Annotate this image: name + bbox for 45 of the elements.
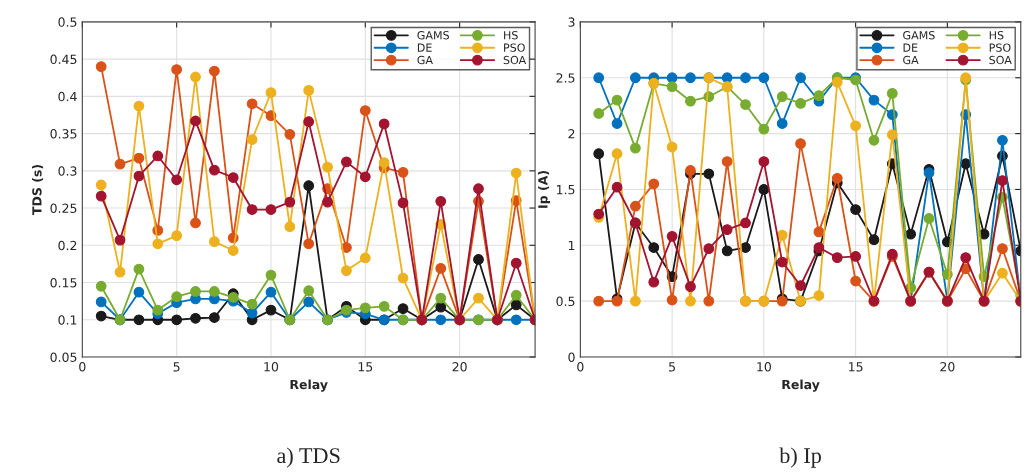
x-tick-label: 10	[264, 362, 279, 372]
legend-label: GA	[903, 55, 919, 65]
x-tick-label: 5	[173, 362, 180, 372]
y-tick-label: 1.5	[556, 185, 575, 195]
x-tick-label: 10	[757, 362, 771, 372]
x-tick-label: 15	[849, 362, 863, 372]
x-axis-title: Relay	[782, 379, 820, 392]
legend-label: PSO	[989, 43, 1011, 52]
y-tick-label: 0.45	[50, 54, 77, 65]
y-tick-label: 0.1	[58, 315, 77, 325]
y-axis-title: Ip (A)	[537, 171, 551, 208]
legend-label: SOA	[503, 55, 527, 65]
legend-label: HS	[989, 30, 1004, 40]
text: a) TDS	[277, 447, 340, 468]
y-tick-label: 0.5	[58, 17, 77, 27]
legend-label: GAMS	[903, 30, 935, 40]
x-tick-label: 20	[940, 362, 955, 372]
legend-label: GA	[417, 55, 433, 65]
legend-label: HS	[504, 30, 518, 40]
y-tick-label: 1	[568, 240, 575, 251]
x-tick-label: 5	[669, 362, 675, 372]
y-tick-label: 0.3	[58, 166, 77, 176]
y-tick-label: 2	[568, 129, 575, 139]
x-tick-label: 20	[452, 362, 467, 372]
x-tick-label: 0	[79, 362, 86, 372]
x-tick-label: 0	[577, 362, 584, 372]
y-tick-label: 0.4	[58, 91, 77, 102]
y-tick-label: 0.2	[58, 240, 77, 251]
legend-label: DE	[417, 43, 432, 52]
y-tick-label: 0.5	[556, 296, 575, 307]
y-tick-label: 0.35	[50, 129, 77, 139]
y-tick-label: 2.5	[556, 73, 575, 83]
y-tick-label: 0.25	[50, 203, 77, 213]
y-tick-label: 3	[568, 17, 575, 27]
x-tick-label: 15	[358, 362, 373, 372]
legend-label: DE	[903, 43, 918, 52]
text: b) Ip	[779, 447, 821, 468]
y-axis-title: TDS (s)	[31, 164, 44, 215]
y-tick-label: 0.15	[50, 278, 77, 288]
x-axis-title: Relay	[290, 379, 328, 392]
legend-label: GAMS	[417, 30, 450, 40]
legend-label: PSO	[504, 43, 525, 52]
legend-label: SOA	[989, 55, 1012, 65]
y-tick-label: 0.05	[50, 352, 77, 362]
y-tick-label: 0	[568, 352, 575, 362]
